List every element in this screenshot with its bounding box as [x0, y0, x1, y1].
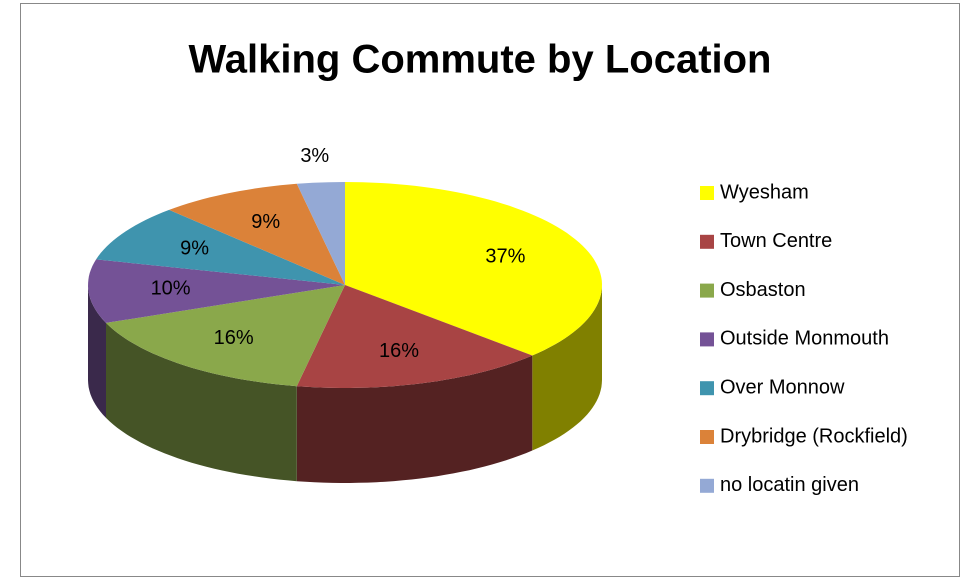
legend-swatch	[700, 430, 714, 444]
slice-side	[532, 285, 602, 451]
legend-label: Osbaston	[720, 279, 806, 301]
slice	[296, 182, 345, 285]
slice-side	[106, 322, 297, 482]
legend-swatch	[700, 478, 714, 493]
slice	[169, 183, 345, 285]
legend-label: Wyesham	[720, 181, 809, 203]
legend-swatch	[700, 381, 714, 396]
slice	[88, 259, 345, 323]
legend-swatch	[700, 234, 714, 249]
data-label: 37%	[485, 245, 525, 267]
data-label: 9%	[251, 211, 280, 233]
chart-title: Walking Commute by Location	[189, 38, 772, 82]
slice-side	[88, 285, 106, 418]
data-label: 10%	[151, 278, 191, 300]
legend-label: Drybridge (Rockfield)	[720, 425, 908, 447]
data-label: 3%	[300, 145, 329, 167]
legend-label: no locatin given	[720, 474, 859, 496]
data-label: 16%	[214, 327, 254, 349]
data-label: 9%	[180, 238, 209, 260]
slice	[106, 285, 345, 387]
slice	[96, 209, 345, 285]
legend-swatch	[700, 283, 714, 298]
slice-side	[296, 355, 533, 483]
legend-label: Outside Monmouth	[720, 328, 889, 350]
slice	[345, 182, 602, 356]
legend-swatch	[700, 332, 714, 347]
legend-label: Over Monnow	[720, 376, 845, 398]
legend-swatch	[700, 186, 714, 200]
data-label: 16%	[379, 340, 419, 362]
legend-label: Town Centre	[720, 230, 832, 252]
slice	[296, 285, 533, 388]
